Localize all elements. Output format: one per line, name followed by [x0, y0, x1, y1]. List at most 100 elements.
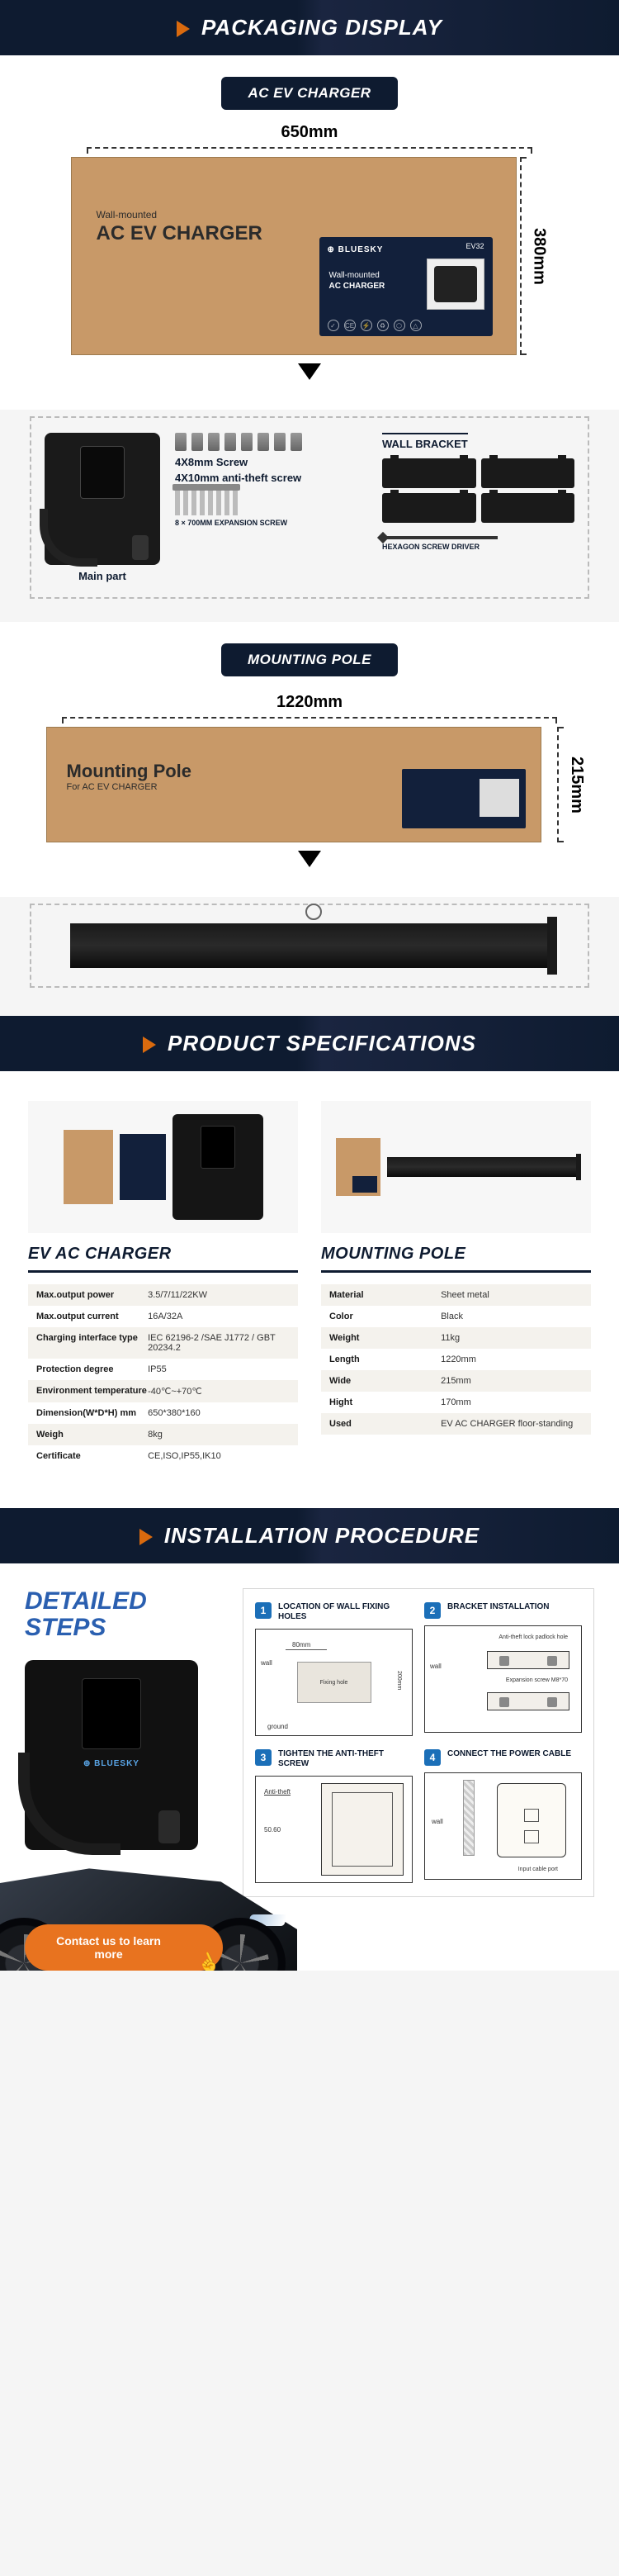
- hex-driver-image: [382, 536, 498, 539]
- spec-value: 215mm: [441, 1376, 583, 1386]
- dimline-pole-top: [62, 717, 557, 723]
- spec-row: Protection degreeIP55: [28, 1359, 298, 1380]
- arrow-down-icon-2: [298, 851, 321, 867]
- spec-value: Black: [441, 1312, 583, 1321]
- bracket-column: WALL BRACKET HEXAGON SCREW DRIVER: [382, 433, 574, 551]
- charger-unit-image: [45, 433, 160, 565]
- spec-table-pole: MaterialSheet metalColorBlackWeight11kgL…: [321, 1284, 591, 1435]
- spec-value: IP55: [148, 1364, 290, 1374]
- d1-200mm: 200mm: [396, 1671, 402, 1690]
- hex-label: HEXAGON SCREW DRIVER: [382, 543, 574, 551]
- spec-row: Environment temperature-40℃~+70℃: [28, 1380, 298, 1402]
- spec-key: Certificate: [36, 1451, 148, 1461]
- spec-value: 11kg: [441, 1333, 583, 1343]
- step-title-3: TIGHTEN THE ANTI-THEFT SCREW: [278, 1749, 413, 1769]
- box-sticker: ⊕ BLUESKY EV32 Wall-mountedAC CHARGER ✓C…: [319, 237, 493, 336]
- spec-key: Wide: [329, 1376, 441, 1386]
- d3-dim: 50.60: [264, 1826, 281, 1834]
- step-title-4: CONNECT THE POWER CABLE: [447, 1749, 571, 1759]
- spec-value: 8kg: [148, 1430, 290, 1440]
- section-header-specs: PRODUCT SPECIFICATIONS: [0, 1016, 619, 1071]
- diagram-4: wall Input cable port: [424, 1772, 582, 1880]
- dim-height-380: 380mm: [530, 228, 549, 285]
- dimline-right: [520, 157, 527, 355]
- spec-row: Max.output power3.5/7/11/22KW: [28, 1284, 298, 1306]
- spec-key: Used: [329, 1419, 441, 1429]
- sticker-cert-icons: ✓CE⚡♻⬡△: [328, 320, 484, 331]
- specs-body: EV AC CHARGER Max.output power3.5/7/11/2…: [0, 1071, 619, 1508]
- spec-key: Max.output current: [36, 1312, 148, 1321]
- charger-logo: ⊕ BLUESKY: [83, 1759, 139, 1768]
- spec-row: Wide215mm: [321, 1370, 591, 1392]
- box2-big: Mounting Pole: [67, 761, 192, 782]
- spec-row: UsedEV AC CHARGER floor-standing: [321, 1413, 591, 1435]
- packaging-pole-section: MOUNTING POLE 1220mm Mounting Pole For A…: [0, 622, 619, 897]
- step-num-3: 3: [255, 1749, 272, 1766]
- arrow-down-icon: [298, 363, 321, 380]
- step-num-1: 1: [255, 1602, 272, 1619]
- dimline-pole-right: [557, 727, 564, 842]
- spec-key: Length: [329, 1354, 441, 1364]
- box2-sticker: [402, 769, 526, 828]
- main-part-block: Main part: [45, 433, 160, 582]
- spec-key: Max.output power: [36, 1290, 148, 1300]
- package-box-charger: Wall-mounted AC EV CHARGER ⊕ BLUESKY EV3…: [71, 157, 517, 355]
- contact-us-button[interactable]: Contact us to learn more: [25, 1924, 223, 1971]
- spec-value: 170mm: [441, 1397, 583, 1407]
- install-section: DETAILEDSTEPS ⊕ BLUESKY Contact us to le…: [0, 1563, 619, 1971]
- packaging-charger-section: AC EV CHARGER 650mm Wall-mounted AC EV C…: [0, 55, 619, 410]
- step-num-2: 2: [424, 1602, 441, 1619]
- d2-wall: wall: [430, 1663, 442, 1670]
- spec-value: IEC 62196-2 /SAE J1772 / GBT 20234.2: [148, 1333, 290, 1353]
- d1-ground: ground: [267, 1723, 288, 1730]
- mounting-pole-image: [70, 923, 549, 968]
- box-label: Wall-mounted AC EV CHARGER: [97, 209, 262, 245]
- spec-key: Charging interface type: [36, 1333, 148, 1353]
- pill-mounting-pole: MOUNTING POLE: [221, 643, 398, 676]
- spec-key: Environment temperature: [36, 1386, 148, 1397]
- spec-key: Dimension(W*D*H) mm: [36, 1408, 148, 1418]
- expansion-screws-row: [175, 491, 367, 515]
- spec-key: Weight: [329, 1333, 441, 1343]
- pole-contents-panel: [30, 904, 589, 988]
- spec-col-pole: MOUNTING POLE MaterialSheet metalColorBl…: [321, 1101, 591, 1467]
- diagram-1: 80mm wall Fixing hole 200mm ground: [255, 1629, 413, 1736]
- sticker-text: Wall-mountedAC CHARGER: [329, 270, 385, 292]
- package-contents-panel: Main part 4X8mm Screw 4X10mm anti-theft …: [30, 416, 589, 599]
- screw2-label: 4X10mm anti-theft screw: [175, 472, 367, 484]
- section-header-install: INSTALLATION PROCEDURE: [0, 1508, 619, 1563]
- spec-row: Weight11kg: [321, 1327, 591, 1349]
- d4-wall: wall: [432, 1818, 443, 1825]
- spec-value: EV AC CHARGER floor-standing: [441, 1419, 583, 1429]
- d4-port: Input cable port: [518, 1867, 558, 1872]
- d1-wall: wall: [261, 1659, 272, 1667]
- box2-small: For AC EV CHARGER: [67, 782, 192, 792]
- spec-value: 3.5/7/11/22KW: [148, 1290, 290, 1300]
- spec-row: CertificateCE,ISO,IP55,IK10: [28, 1445, 298, 1467]
- spec-row: Charging interface typeIEC 62196-2 /SAE …: [28, 1327, 298, 1359]
- main-part-label: Main part: [45, 570, 160, 582]
- spec-row: Max.output current16A/32A: [28, 1306, 298, 1327]
- spec-key: Weigh: [36, 1430, 148, 1440]
- cta-label: Contact us to learn more: [43, 1934, 174, 1961]
- spec-table-charger: Max.output power3.5/7/11/22KWMax.output …: [28, 1284, 298, 1467]
- spec-img-pole: [321, 1101, 591, 1233]
- spec-value: 650*380*160: [148, 1408, 290, 1418]
- step-title-2: BRACKET INSTALLATION: [447, 1602, 550, 1612]
- step-num-4: 4: [424, 1749, 441, 1766]
- dim-width-650: 650mm: [33, 123, 586, 142]
- box2-label: Mounting Pole For AC EV CHARGER: [67, 761, 192, 792]
- spec-key: Color: [329, 1312, 441, 1321]
- box-label-big: AC EV CHARGER: [97, 222, 262, 245]
- dim-width-1220: 1220mm: [33, 693, 586, 712]
- spec-title-charger: EV AC CHARGER: [28, 1245, 298, 1273]
- spec-col-charger: EV AC CHARGER Max.output power3.5/7/11/2…: [28, 1101, 298, 1467]
- d2-label1: Anti-theft lock padlock hole: [499, 1634, 568, 1640]
- step-title-1: LOCATION OF WALL FIXING HOLES: [278, 1602, 413, 1622]
- spec-img-charger: [28, 1101, 298, 1233]
- d1-fixing-hole: Fixing hole: [297, 1662, 371, 1703]
- dimline-top: [87, 147, 532, 154]
- screw1-label: 4X8mm Screw: [175, 456, 367, 468]
- spec-key: Protection degree: [36, 1364, 148, 1374]
- step-2: 2 BRACKET INSTALLATION wall Anti-theft lo…: [424, 1602, 582, 1736]
